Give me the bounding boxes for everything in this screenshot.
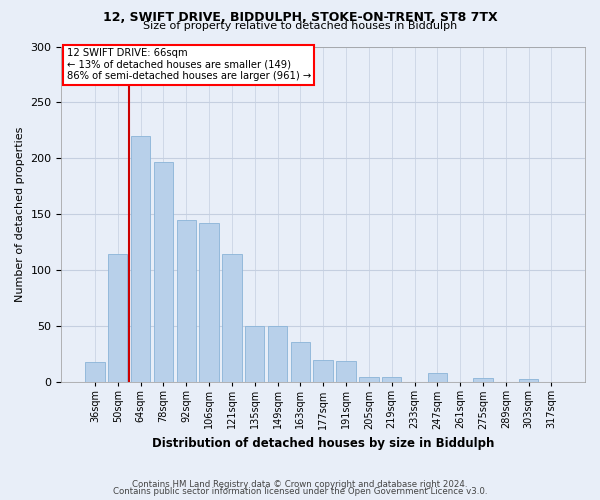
- Y-axis label: Number of detached properties: Number of detached properties: [15, 126, 25, 302]
- Bar: [359, 376, 379, 382]
- Bar: [290, 342, 310, 382]
- Bar: [199, 224, 219, 382]
- Text: 12 SWIFT DRIVE: 66sqm
← 13% of detached houses are smaller (149)
86% of semi-det: 12 SWIFT DRIVE: 66sqm ← 13% of detached …: [67, 48, 311, 82]
- Bar: [85, 362, 104, 382]
- Text: Size of property relative to detached houses in Biddulph: Size of property relative to detached ho…: [143, 21, 457, 31]
- Bar: [428, 374, 447, 382]
- Text: 12, SWIFT DRIVE, BIDDULPH, STOKE-ON-TRENT, ST8 7TX: 12, SWIFT DRIVE, BIDDULPH, STOKE-ON-TREN…: [103, 11, 497, 24]
- Bar: [154, 162, 173, 382]
- Bar: [473, 378, 493, 382]
- Bar: [313, 360, 333, 382]
- Bar: [268, 326, 287, 382]
- Bar: [337, 361, 356, 382]
- Bar: [131, 136, 150, 382]
- Bar: [382, 376, 401, 382]
- Bar: [108, 254, 127, 382]
- Bar: [176, 220, 196, 382]
- Text: Contains public sector information licensed under the Open Government Licence v3: Contains public sector information licen…: [113, 487, 487, 496]
- X-axis label: Distribution of detached houses by size in Biddulph: Distribution of detached houses by size …: [152, 437, 494, 450]
- Text: Contains HM Land Registry data © Crown copyright and database right 2024.: Contains HM Land Registry data © Crown c…: [132, 480, 468, 489]
- Bar: [222, 254, 242, 382]
- Bar: [245, 326, 265, 382]
- Bar: [519, 379, 538, 382]
